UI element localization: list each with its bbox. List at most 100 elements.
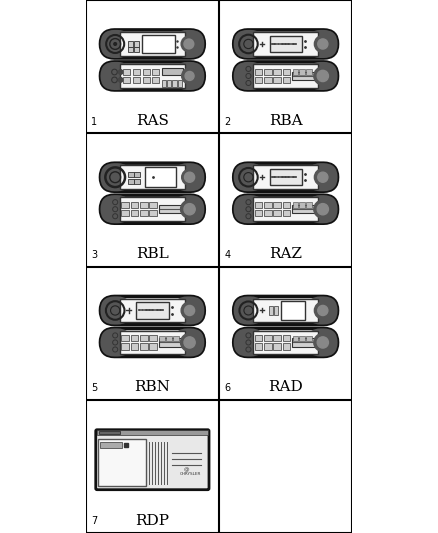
Bar — [283, 77, 290, 83]
Circle shape — [184, 337, 195, 348]
FancyBboxPatch shape — [233, 296, 265, 325]
Bar — [274, 306, 278, 314]
Bar — [283, 69, 290, 75]
FancyBboxPatch shape — [307, 195, 338, 223]
Bar — [134, 47, 139, 52]
Bar — [254, 69, 262, 75]
Bar — [98, 439, 145, 486]
Text: RAD: RAD — [268, 381, 303, 394]
Bar — [269, 169, 302, 185]
FancyBboxPatch shape — [173, 30, 205, 58]
FancyBboxPatch shape — [173, 163, 205, 191]
Bar — [273, 202, 281, 208]
Bar — [159, 338, 184, 346]
Text: RBN: RBN — [134, 381, 170, 394]
Bar — [128, 47, 134, 52]
Bar — [273, 77, 281, 83]
Bar — [133, 77, 140, 83]
Text: RAZ: RAZ — [269, 247, 302, 261]
FancyBboxPatch shape — [100, 163, 205, 191]
FancyBboxPatch shape — [307, 62, 338, 90]
Bar — [149, 335, 157, 342]
FancyBboxPatch shape — [233, 328, 265, 357]
Circle shape — [317, 337, 328, 348]
Bar — [133, 69, 140, 75]
Bar — [162, 79, 166, 87]
Bar — [131, 343, 138, 350]
FancyBboxPatch shape — [173, 328, 205, 357]
Bar — [300, 203, 305, 208]
Bar — [134, 172, 140, 177]
Bar — [166, 336, 172, 341]
Bar — [141, 35, 175, 53]
Text: 4: 4 — [224, 250, 230, 260]
Bar — [173, 336, 179, 341]
Bar — [120, 165, 185, 189]
Circle shape — [314, 302, 331, 319]
Bar — [152, 69, 159, 75]
Bar — [254, 202, 262, 208]
Text: 6: 6 — [224, 383, 230, 393]
FancyBboxPatch shape — [233, 195, 265, 223]
Bar — [273, 343, 281, 350]
FancyBboxPatch shape — [100, 296, 131, 325]
Bar — [273, 210, 281, 216]
Bar — [281, 301, 305, 320]
Bar — [159, 205, 184, 213]
Circle shape — [181, 302, 198, 319]
FancyBboxPatch shape — [100, 328, 205, 357]
Circle shape — [184, 204, 195, 215]
FancyBboxPatch shape — [173, 62, 205, 90]
Bar — [264, 335, 272, 342]
Bar — [173, 79, 177, 87]
Bar — [120, 32, 185, 56]
FancyBboxPatch shape — [100, 163, 131, 191]
Bar — [269, 306, 273, 314]
Circle shape — [318, 39, 328, 49]
FancyBboxPatch shape — [100, 62, 205, 90]
FancyBboxPatch shape — [100, 195, 205, 223]
FancyBboxPatch shape — [233, 163, 338, 191]
Text: 5: 5 — [91, 383, 97, 393]
FancyBboxPatch shape — [100, 62, 131, 90]
Text: CHRYSLER: CHRYSLER — [180, 472, 201, 477]
Bar — [140, 210, 148, 216]
FancyBboxPatch shape — [100, 30, 205, 58]
Bar — [254, 210, 262, 216]
Circle shape — [314, 334, 332, 351]
Text: RDP: RDP — [135, 514, 170, 528]
Bar — [177, 79, 182, 87]
Text: 7: 7 — [91, 516, 97, 527]
FancyBboxPatch shape — [100, 195, 131, 223]
FancyBboxPatch shape — [233, 328, 338, 357]
Bar — [149, 210, 157, 216]
Bar — [254, 343, 262, 350]
Circle shape — [183, 38, 194, 50]
Bar — [300, 336, 305, 341]
Bar — [253, 165, 318, 189]
Circle shape — [118, 70, 123, 74]
Bar — [121, 335, 129, 342]
Bar — [264, 69, 272, 75]
Bar — [293, 336, 298, 341]
Bar — [253, 32, 318, 56]
Bar — [140, 202, 148, 208]
Bar — [264, 77, 272, 83]
FancyBboxPatch shape — [307, 328, 338, 357]
Bar — [167, 79, 171, 87]
FancyBboxPatch shape — [233, 30, 265, 58]
FancyBboxPatch shape — [233, 163, 265, 191]
Bar — [97, 430, 208, 435]
Bar — [131, 335, 138, 342]
FancyBboxPatch shape — [233, 62, 265, 90]
Bar — [273, 335, 281, 342]
Bar — [292, 205, 317, 213]
Circle shape — [318, 305, 328, 316]
FancyBboxPatch shape — [100, 296, 205, 325]
FancyBboxPatch shape — [233, 30, 338, 58]
FancyBboxPatch shape — [173, 195, 205, 223]
Bar — [140, 335, 148, 342]
FancyBboxPatch shape — [100, 328, 131, 357]
Bar — [293, 69, 298, 75]
Bar — [121, 210, 129, 216]
